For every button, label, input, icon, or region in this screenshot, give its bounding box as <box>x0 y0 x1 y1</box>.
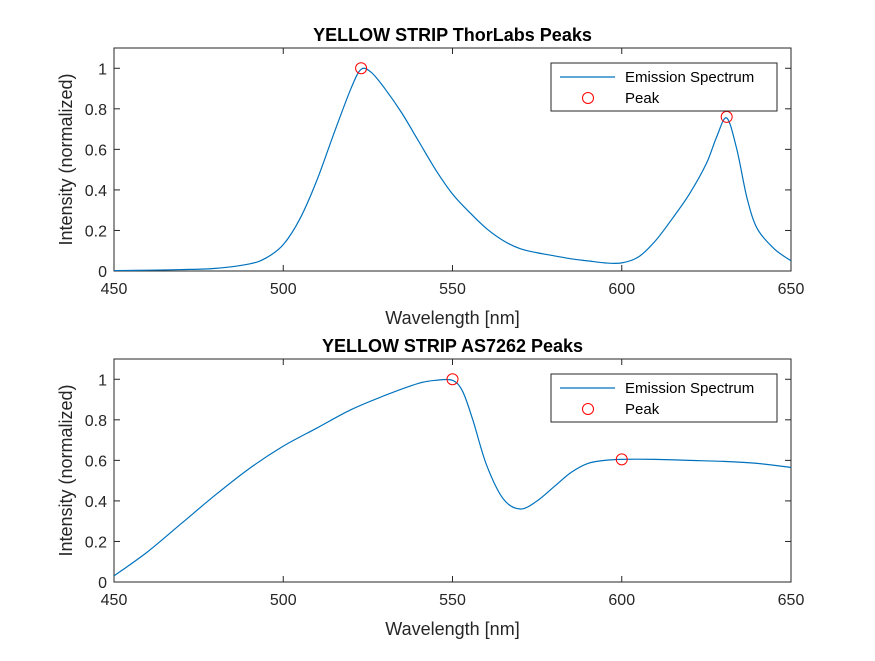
plot2-y-tick-label: 0.6 <box>85 453 107 470</box>
plot2-x-tick-label: 550 <box>439 592 466 609</box>
plot1-y-tick-label: 1 <box>98 61 107 78</box>
plot1-x-tick-label: 650 <box>778 281 805 298</box>
plot2-emission-spectrum-line <box>114 378 791 577</box>
plot2-x-tick-label: 500 <box>270 592 297 609</box>
plot1-x-tick-label: 500 <box>270 281 297 298</box>
plot1-legend-label-emission: Emission Spectrum <box>625 69 754 86</box>
plot1-y-tick-label: 0 <box>98 264 107 281</box>
plot1-x-tick-label: 450 <box>101 281 128 298</box>
plot1-x-axis-label: Wavelength [nm] <box>385 308 519 328</box>
plot1-y-tick-label: 0.6 <box>85 142 107 159</box>
plot1-y-tick-label: 0.4 <box>85 183 107 200</box>
plot2-legend-box <box>550 373 778 423</box>
plot2-peak-marker <box>446 373 459 386</box>
plot1-peak-marker <box>355 62 368 75</box>
plot1-legend-label-peak: Peak <box>625 90 660 107</box>
plot1-y-tick-label: 0.2 <box>85 223 107 240</box>
plot1-y-axis-label: Intensity (normalized) <box>56 73 76 245</box>
plot2-legend-label-emission: Emission Spectrum <box>625 380 754 397</box>
plot2-legend-label-peak: Peak <box>625 401 660 418</box>
plot1-title: YELLOW STRIP ThorLabs Peaks <box>313 25 592 45</box>
plot2-y-tick-label: 0.4 <box>85 494 107 511</box>
plot2-y-tick-label: 0.2 <box>85 534 107 551</box>
plot2-x-tick-label: 600 <box>608 592 635 609</box>
plot2-x-tick-label: 650 <box>778 592 805 609</box>
plot2-y-tick-label: 0.8 <box>85 413 107 430</box>
plot2-y-tick-label: 1 <box>98 372 107 389</box>
plot1-legend-marker-swatch <box>582 92 594 104</box>
plot2-legend-marker-swatch <box>582 403 594 415</box>
plot1-y-tick-label: 0.8 <box>85 102 107 119</box>
plot1-x-tick-label: 600 <box>608 281 635 298</box>
plot2-x-axis-label: Wavelength [nm] <box>385 619 519 639</box>
plot2-peak-marker <box>615 453 628 466</box>
plot2-y-tick-label: 0 <box>98 575 107 592</box>
plot1-emission-spectrum-line <box>114 67 791 271</box>
plot2-title: YELLOW STRIP AS7262 Peaks <box>322 336 583 356</box>
plot2-y-axis-label: Intensity (normalized) <box>56 384 76 556</box>
plot1-x-tick-label: 550 <box>439 281 466 298</box>
plot2-x-tick-label: 450 <box>101 592 128 609</box>
